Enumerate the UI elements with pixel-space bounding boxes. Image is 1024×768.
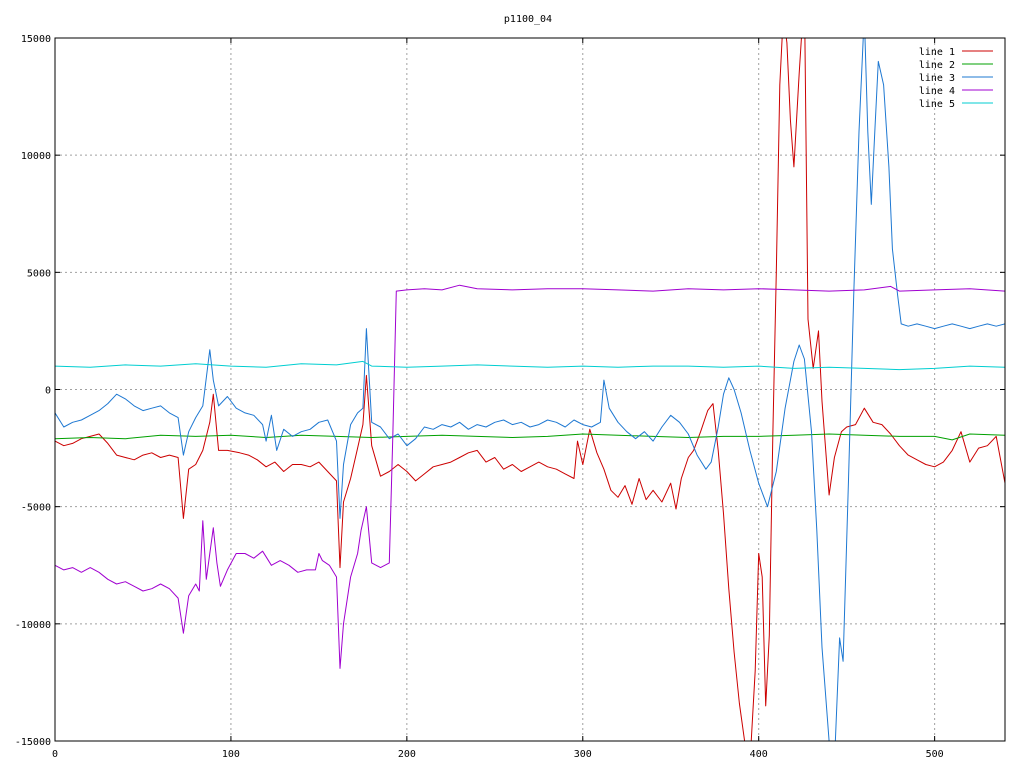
x-tick-label: 400	[750, 749, 768, 760]
x-tick-label: 300	[574, 749, 592, 760]
series-line-5	[55, 360, 1005, 371]
legend-label: line 4	[919, 86, 955, 97]
series-line-4	[55, 284, 1005, 669]
y-tick-label: 0	[45, 386, 51, 397]
legend-label: line 1	[919, 47, 955, 58]
plot-frame	[54, 37, 1006, 742]
legend-label: line 5	[919, 99, 955, 110]
x-tick-label: 100	[222, 749, 240, 760]
series-line-1	[55, 38, 1005, 741]
grid	[55, 38, 1005, 741]
series-line-2	[55, 433, 1005, 441]
y-tick-label: 10000	[21, 151, 51, 162]
series-line-3	[55, 38, 1005, 741]
y-tick-label: -5000	[21, 503, 51, 514]
y-tick-label: -10000	[15, 620, 51, 631]
y-tick-label: 15000	[21, 34, 51, 45]
legend-label: line 2	[919, 60, 955, 71]
chart-title: p1100_04	[504, 14, 552, 25]
axis-ticks: -15000 -10000 -5000 0 5000 10000 15000 0 100 200 3…	[15, 34, 1005, 760]
x-tick-label: 0	[52, 749, 58, 760]
legend: line 1 line 2 line 3 line 4 line 5	[919, 47, 993, 110]
y-tick-label: 5000	[27, 268, 51, 279]
x-tick-label: 500	[926, 749, 944, 760]
legend-label: line 3	[919, 73, 955, 84]
series-lines	[55, 38, 1005, 741]
x-tick-label: 200	[398, 749, 416, 760]
y-tick-label: -15000	[15, 737, 51, 748]
